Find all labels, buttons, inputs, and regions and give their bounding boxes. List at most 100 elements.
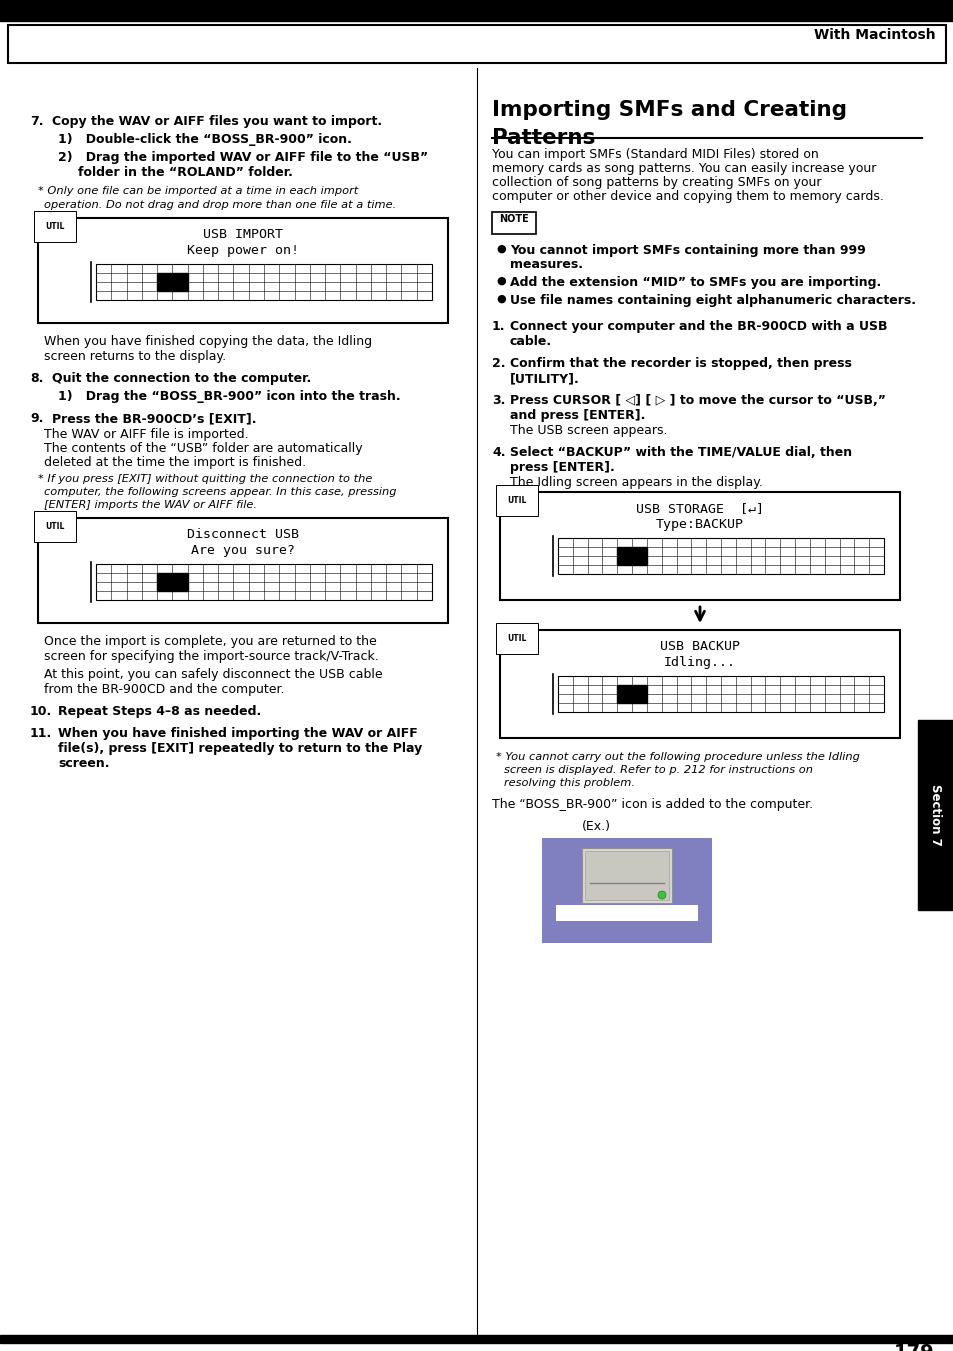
Text: 1)   Drag the “BOSS_BR-900” icon into the trash.: 1) Drag the “BOSS_BR-900” icon into the … xyxy=(58,390,400,403)
Text: Section 7: Section 7 xyxy=(928,784,942,846)
Bar xyxy=(632,547,646,557)
Text: screen for specifying the import-source track/V-Track.: screen for specifying the import-source … xyxy=(44,650,378,663)
Text: When you have finished importing the WAV or AIFF: When you have finished importing the WAV… xyxy=(58,727,417,740)
Text: Copy the WAV or AIFF files you want to import.: Copy the WAV or AIFF files you want to i… xyxy=(52,115,382,128)
Bar xyxy=(172,582,188,590)
Bar xyxy=(556,905,698,921)
Text: USB BACKUP: USB BACKUP xyxy=(659,640,740,653)
Bar xyxy=(499,630,899,738)
Text: ●: ● xyxy=(496,276,505,286)
Text: Keep power on!: Keep power on! xyxy=(187,245,298,257)
Bar xyxy=(584,851,668,900)
Bar xyxy=(617,547,632,557)
Text: [UTILITY].: [UTILITY]. xyxy=(510,372,579,385)
Text: The WAV or AIFF file is imported.: The WAV or AIFF file is imported. xyxy=(44,428,249,440)
Bar xyxy=(617,685,632,694)
Text: 10.: 10. xyxy=(30,705,52,717)
Text: With Macintosh: With Macintosh xyxy=(814,28,935,42)
Bar xyxy=(8,26,945,63)
Text: memory cards as song patterns. You can easily increase your: memory cards as song patterns. You can e… xyxy=(492,162,876,176)
Text: 2)   Drag the imported WAV or AIFF file to the “USB”: 2) Drag the imported WAV or AIFF file to… xyxy=(58,151,428,163)
Bar xyxy=(96,263,432,300)
Text: * You cannot carry out the following procedure unless the Idling: * You cannot carry out the following pro… xyxy=(496,753,859,762)
Bar xyxy=(157,282,172,290)
Text: BOSS_BR-900: BOSS_BR-900 xyxy=(606,907,682,917)
Bar xyxy=(157,582,172,590)
Text: computer or other device and copying them to memory cards.: computer or other device and copying the… xyxy=(492,190,882,203)
Bar xyxy=(157,273,172,282)
Text: UTIL: UTIL xyxy=(506,496,526,505)
Bar xyxy=(558,676,883,712)
Text: from the BR-900CD and the computer.: from the BR-900CD and the computer. xyxy=(44,684,284,696)
Text: Disconnect USB: Disconnect USB xyxy=(187,528,298,540)
Text: 179: 179 xyxy=(892,1343,933,1351)
Bar xyxy=(617,557,632,565)
Text: You can import SMFs (Standard MIDI Files) stored on: You can import SMFs (Standard MIDI Files… xyxy=(492,149,818,161)
Text: measures.: measures. xyxy=(510,258,582,272)
Text: Are you sure?: Are you sure? xyxy=(191,544,294,557)
Bar xyxy=(632,694,646,703)
Bar xyxy=(157,573,172,582)
Text: cable.: cable. xyxy=(510,335,552,349)
Text: UTIL: UTIL xyxy=(45,521,64,531)
Text: 1.: 1. xyxy=(492,320,505,332)
Text: Add the extension “MID” to SMFs you are importing.: Add the extension “MID” to SMFs you are … xyxy=(510,276,881,289)
Text: You cannot import SMFs containing more than 999: You cannot import SMFs containing more t… xyxy=(510,245,864,257)
Bar xyxy=(0,1335,953,1343)
Circle shape xyxy=(658,892,665,898)
Bar xyxy=(38,218,448,323)
Text: Press CURSOR [ ◁] [ ▷ ] to move the cursor to “USB,”: Press CURSOR [ ◁] [ ▷ ] to move the curs… xyxy=(510,394,885,407)
Bar xyxy=(632,685,646,694)
Bar xyxy=(172,273,188,282)
Bar xyxy=(632,557,646,565)
Text: deleted at the time the import is finished.: deleted at the time the import is finish… xyxy=(44,457,306,469)
Text: When you have finished copying the data, the Idling: When you have finished copying the data,… xyxy=(44,335,372,349)
Text: UTIL: UTIL xyxy=(45,222,64,231)
Text: Quit the connection to the computer.: Quit the connection to the computer. xyxy=(52,372,311,385)
Text: NOTE: NOTE xyxy=(498,213,528,224)
Text: Confirm that the recorder is stopped, then press: Confirm that the recorder is stopped, th… xyxy=(510,357,851,370)
Bar xyxy=(917,720,953,911)
Text: UTIL: UTIL xyxy=(506,634,526,643)
Text: 9.: 9. xyxy=(30,412,43,426)
Text: USB STORAGE  [↵]: USB STORAGE [↵] xyxy=(636,503,763,515)
Bar xyxy=(38,517,448,623)
Text: The USB screen appears.: The USB screen appears. xyxy=(510,424,667,436)
Text: Patterns: Patterns xyxy=(492,128,595,149)
Text: press [ENTER].: press [ENTER]. xyxy=(510,461,614,474)
Text: [ENTER] imports the WAV or AIFF file.: [ENTER] imports the WAV or AIFF file. xyxy=(44,500,256,509)
Text: 4.: 4. xyxy=(492,446,505,459)
Text: At this point, you can safely disconnect the USB cable: At this point, you can safely disconnect… xyxy=(44,667,382,681)
Bar xyxy=(492,212,536,234)
Text: The “BOSS_BR-900” icon is added to the computer.: The “BOSS_BR-900” icon is added to the c… xyxy=(492,798,812,811)
Text: file(s), press [EXIT] repeatedly to return to the Play: file(s), press [EXIT] repeatedly to retu… xyxy=(58,742,422,755)
Text: Connect your computer and the BR-900CD with a USB: Connect your computer and the BR-900CD w… xyxy=(510,320,886,332)
Text: Importing SMFs and Creating: Importing SMFs and Creating xyxy=(492,100,846,120)
Text: 8.: 8. xyxy=(30,372,43,385)
Text: screen.: screen. xyxy=(58,757,110,770)
Text: Press the BR-900CD’s [EXIT].: Press the BR-900CD’s [EXIT]. xyxy=(52,412,256,426)
Bar xyxy=(172,282,188,290)
Bar xyxy=(0,0,953,22)
Text: ●: ● xyxy=(496,245,505,254)
Text: USB IMPORT: USB IMPORT xyxy=(203,228,283,240)
Text: BOSS_BR-900: BOSS_BR-900 xyxy=(591,909,661,920)
Text: 3.: 3. xyxy=(492,394,505,407)
Bar xyxy=(581,848,671,902)
Text: Select “BACKUP” with the TIME/VALUE dial, then: Select “BACKUP” with the TIME/VALUE dial… xyxy=(510,446,851,459)
Text: screen is displayed. Refer to p. 212 for instructions on: screen is displayed. Refer to p. 212 for… xyxy=(503,765,812,775)
Text: folder in the “ROLAND” folder.: folder in the “ROLAND” folder. xyxy=(78,166,293,178)
Bar xyxy=(617,694,632,703)
Text: and press [ENTER].: and press [ENTER]. xyxy=(510,409,644,422)
Text: operation. Do not drag and drop more than one file at a time.: operation. Do not drag and drop more tha… xyxy=(44,200,395,209)
Text: (Ex.): (Ex.) xyxy=(581,820,610,834)
Text: * If you press [EXIT] without quitting the connection to the: * If you press [EXIT] without quitting t… xyxy=(38,474,372,484)
Text: resolving this problem.: resolving this problem. xyxy=(503,778,635,788)
Bar xyxy=(172,573,188,582)
Bar xyxy=(541,838,711,943)
Text: The Idling screen appears in the display.: The Idling screen appears in the display… xyxy=(510,476,762,489)
Text: 2.: 2. xyxy=(492,357,505,370)
Text: Use file names containing eight alphanumeric characters.: Use file names containing eight alphanum… xyxy=(510,295,915,307)
Text: screen returns to the display.: screen returns to the display. xyxy=(44,350,226,363)
Text: The contents of the “USB” folder are automatically: The contents of the “USB” folder are aut… xyxy=(44,442,362,455)
